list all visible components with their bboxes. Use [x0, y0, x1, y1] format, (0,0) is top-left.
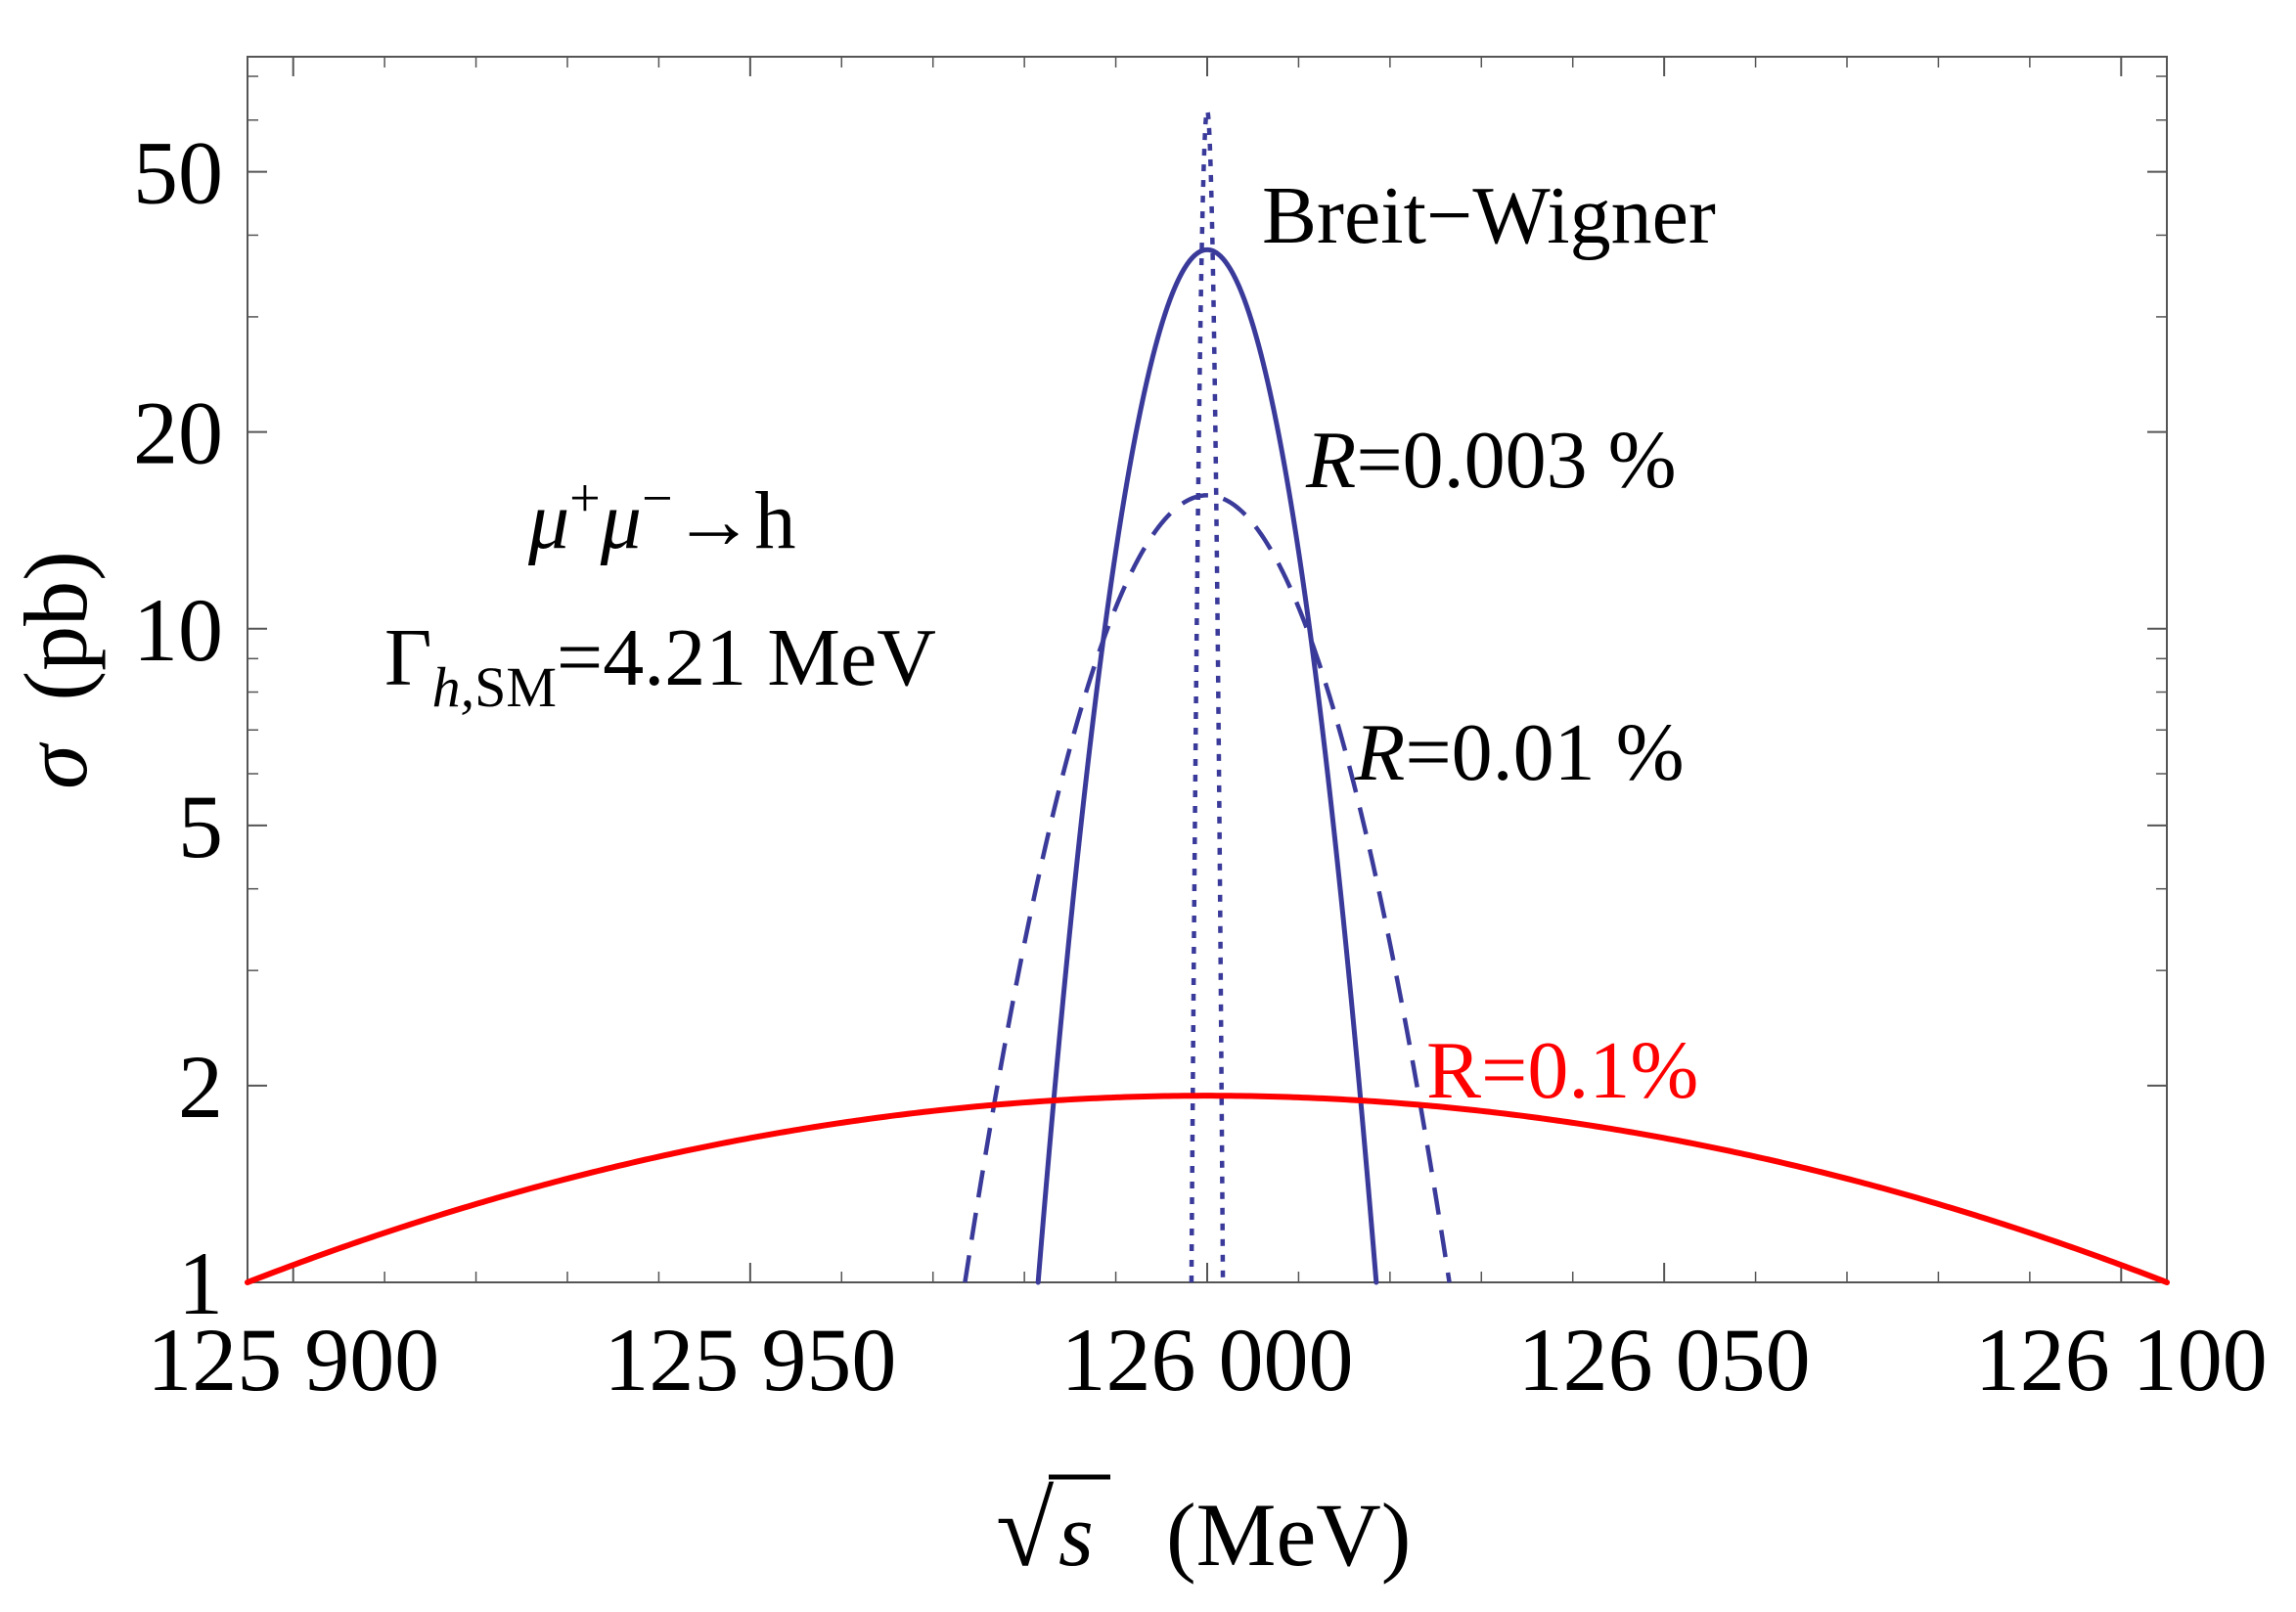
width-sub-h: h, [432, 655, 475, 719]
series-line-r-0003 [1035, 246, 1379, 1285]
process-annotation: μ+μ−→h [527, 469, 796, 566]
x-axis-unit: (MeV) [1166, 1485, 1411, 1585]
width-value: =4.21 MeV [557, 612, 936, 703]
process-mu-plus: μ [527, 475, 569, 566]
label-r-0003-value: =0.003 % [1356, 415, 1676, 506]
series-line-r-001 [963, 493, 1452, 1283]
process-rest: →h [673, 475, 796, 566]
x-tick-label: 126 050 [1518, 1310, 1811, 1410]
y-tick-label: 1 [178, 1233, 223, 1333]
process-sup-minus: − [642, 469, 673, 529]
x-axis-root-symbol: √ [996, 1472, 1055, 1589]
label-r-001-value: =0.01 % [1405, 707, 1684, 798]
y-tick-label: 20 [133, 383, 223, 483]
y-axis-unit: (pb) [6, 551, 106, 700]
process-sup-plus: + [569, 469, 601, 529]
width-annotation: Γh,SM=4.21 MeV [384, 612, 936, 719]
y-tick-label: 10 [133, 580, 223, 680]
axis-tick-labels: 125 900 125 950 126 000 126 050 126 100 1 2 5 10… [133, 123, 2268, 1410]
svg-text:σ (pb): σ (pb) [6, 551, 106, 789]
x-tick-label: 126 000 [1061, 1310, 1354, 1410]
label-r-001: R=0.01 % [1354, 707, 1685, 798]
x-axis-title: √ s (MeV) [996, 1472, 1411, 1589]
label-r-0003: R=0.003 % [1305, 415, 1677, 506]
axis-ticks [248, 57, 2167, 1283]
y-axis-title: σ (pb) [6, 551, 106, 789]
y-tick-label: 2 [178, 1037, 223, 1137]
series-layer [245, 108, 2170, 1285]
width-gamma: Γ [384, 612, 432, 703]
y-tick-label: 50 [133, 123, 223, 223]
width-sub-sm: SM [474, 655, 557, 719]
label-breit-wigner: Breit−Wigner [1262, 170, 1716, 261]
x-axis-variable: s [1058, 1485, 1094, 1585]
label-r-01: R=0.1% [1426, 1025, 1698, 1116]
series-line-r-01 [245, 1093, 2170, 1285]
x-tick-label: 126 100 [1975, 1310, 2268, 1410]
x-tick-label: 125 950 [604, 1310, 896, 1410]
x-tick-label: 125 900 [147, 1310, 439, 1410]
process-mu-minus: μ [600, 475, 642, 566]
y-tick-label: 5 [178, 777, 223, 876]
series-line-breit-wigner [1189, 108, 1226, 1283]
y-axis-variable: σ [6, 741, 106, 789]
